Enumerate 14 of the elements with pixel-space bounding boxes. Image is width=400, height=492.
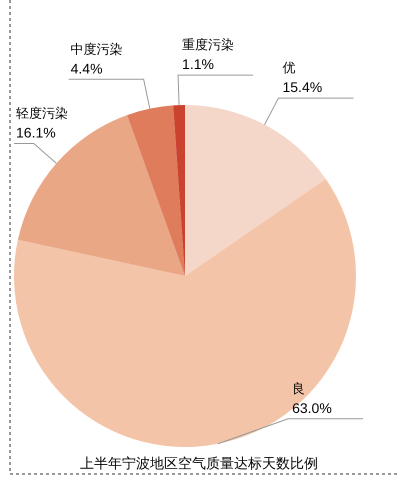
data-label: 63.0%	[292, 400, 332, 416]
data-label: 4.4%	[70, 60, 103, 76]
slice-label: 良	[292, 382, 306, 397]
text: 上半年宁波地区空气质量达标天数比例	[80, 456, 318, 472]
data-label: 15.4%	[282, 79, 322, 96]
slice-label: 优	[282, 61, 296, 76]
data-label: 1.1%	[182, 56, 214, 72]
slice-label: 轻度污染	[16, 106, 68, 122]
pie-slice	[185, 105, 326, 276]
slice-label: 重度污染	[182, 37, 234, 54]
pie-slice	[14, 178, 356, 447]
data-label: 16.1%	[16, 124, 56, 141]
pie-slice	[127, 105, 185, 276]
slice-label: 中度污染	[70, 41, 123, 58]
